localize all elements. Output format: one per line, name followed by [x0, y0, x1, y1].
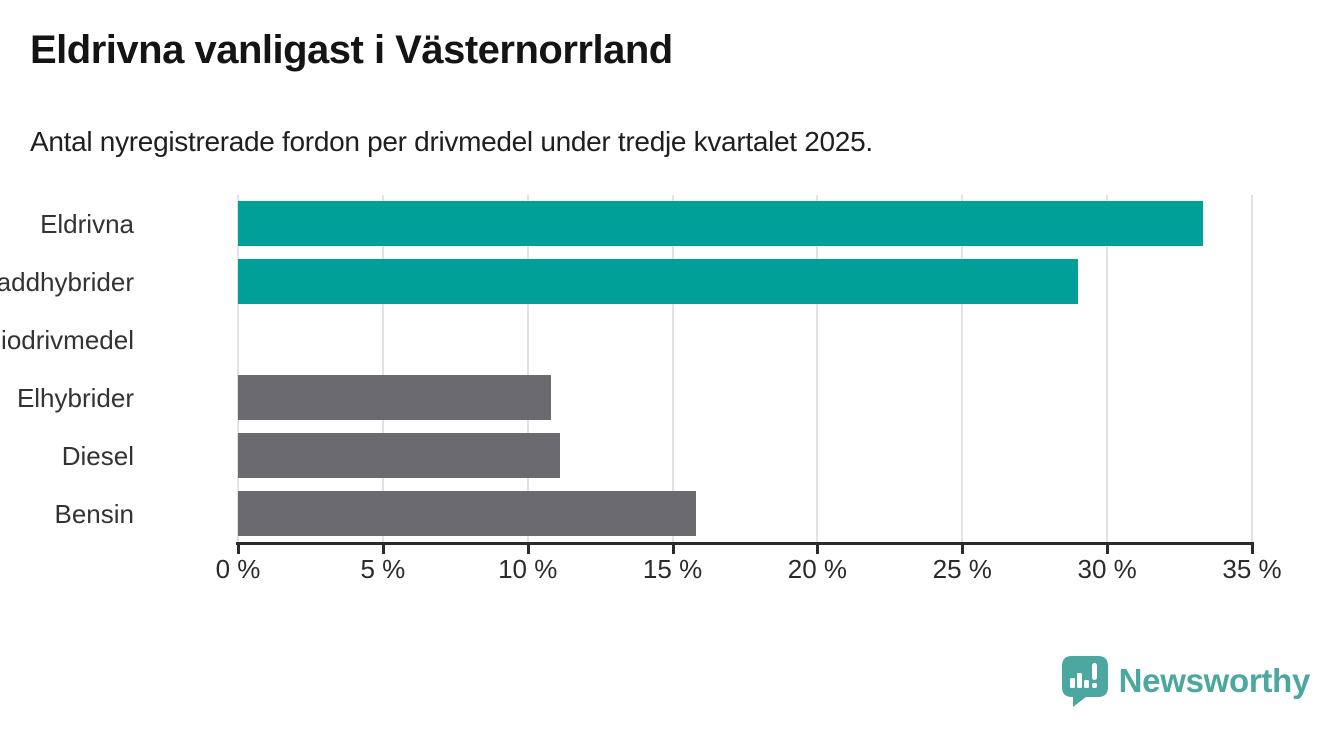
chart-subtitle: Antal nyregistrerade fordon per drivmede… — [30, 126, 873, 157]
axis-tick-label-0: 0 % — [215, 554, 261, 584]
axis-tick-0 — [237, 545, 240, 554]
gridline-5 — [381, 195, 384, 543]
axis-tick-25 — [961, 545, 965, 554]
bar-row-laddhybrider: Laddhybrider — [0, 253, 1252, 311]
bar-diesel — [238, 433, 560, 478]
gridline-25 — [961, 195, 964, 543]
axis-tick-10 — [526, 545, 530, 554]
axis-tick-30 — [1106, 545, 1110, 554]
bar-row-diesel: Diesel — [62, 427, 1252, 485]
axis-tick-label-10: 10 % — [498, 554, 558, 584]
plot-area: Eldrivna Laddhybrider Biodrivmedel Elhybrid… — [0, 195, 1253, 543]
bar-bensin — [238, 491, 696, 536]
axis-tick-5 — [381, 545, 385, 554]
category-label-bensin: Bensin — [54, 499, 135, 529]
category-label-diesel: Diesel — [61, 441, 134, 471]
gridline-20 — [816, 195, 819, 543]
gridline-15 — [671, 195, 674, 543]
category-label-eldrivna: Eldrivna — [40, 209, 134, 239]
axis-tick-label-5: 5 % — [360, 554, 406, 584]
gridline-0 — [237, 195, 239, 543]
newsworthy-logo-icon — [1061, 656, 1108, 707]
axis-tick-15 — [671, 545, 675, 554]
axis-tick-20 — [816, 545, 820, 554]
bar-row-biodrivmedel: Biodrivmedel — [0, 311, 1252, 369]
bar-laddhybrider — [238, 259, 1079, 304]
gridline-30 — [1106, 195, 1109, 543]
bar-row-bensin: Bensin — [55, 485, 1252, 543]
chart-title: Eldrivna vanligast i Västernorrland — [30, 28, 673, 72]
bar-row-elhybrider: Elhybrider — [17, 369, 1252, 427]
brand-footer: Newsworthy — [1061, 655, 1310, 707]
brand-name: Newsworthy — [1118, 662, 1311, 699]
category-label-biodrivmedel: Biodrivmedel — [0, 325, 134, 355]
x-axis-line — [236, 542, 1254, 545]
bar-elhybrider — [238, 375, 551, 420]
category-label-laddhybrider: Laddhybrider — [0, 267, 134, 297]
axis-tick-label-20: 20 % — [787, 554, 848, 584]
bar-row-eldrivna: Eldrivna — [40, 195, 1252, 253]
gridline-10 — [526, 195, 529, 543]
gridline-35 — [1251, 195, 1253, 543]
category-label-elhybrider: Elhybrider — [16, 383, 134, 413]
axis-tick-label-30: 30 % — [1077, 554, 1137, 584]
axis-tick-label-35: 35 % — [1222, 554, 1282, 584]
axis-tick-label-25: 25 % — [932, 554, 992, 584]
axis-tick-35 — [1251, 545, 1254, 554]
axis-tick-label-15: 15 % — [642, 554, 703, 584]
bar-eldrivna — [238, 201, 1203, 246]
